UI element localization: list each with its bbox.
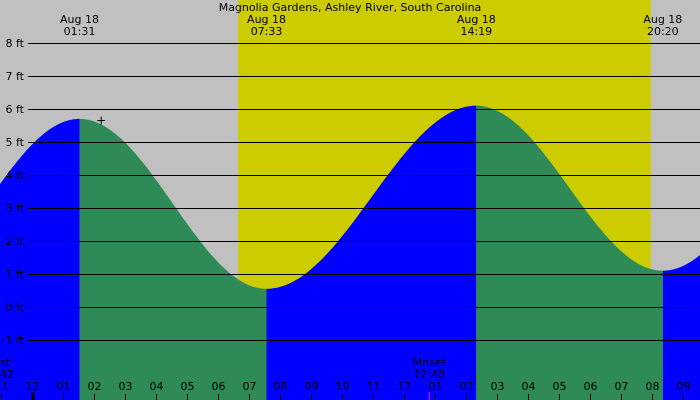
moonset-time: 12:48: [413, 368, 445, 381]
y-tick-label: 5 ft: [6, 136, 25, 149]
x-axis-labels: 11 12 01 02 03 04 05 06 07 08 09 10 11 12 01 02 03 04 05 06…: [0, 380, 691, 400]
moonset-label: Mnset: [413, 356, 447, 369]
x-tick-label: 06: [584, 380, 598, 393]
x-tick-label: 04: [522, 380, 536, 393]
extreme-time-label: 01:31: [64, 25, 96, 38]
midnight-marker: [31, 392, 35, 400]
x-tick-label: 10: [336, 380, 350, 393]
x-tick-label: 08: [646, 380, 660, 393]
falling-tide-segment: [79, 118, 267, 400]
x-tick-label: 07: [615, 380, 629, 393]
y-tick-label: 7 ft: [6, 70, 25, 83]
x-tick-label: 04: [150, 380, 164, 393]
x-tick-label: 11: [367, 380, 381, 393]
rising-tide-segment: [0, 118, 80, 400]
x-tick-label: 05: [553, 380, 567, 393]
gridlines: [28, 43, 700, 341]
y-tick-label: 0 ft: [6, 301, 25, 314]
tide-area: [0, 105, 700, 400]
y-axis-labels: -1 ft 0 ft 1 ft 2 ft 3 ft 4 ft 5 ft 6 ft 7 ft 8 f…: [2, 37, 25, 347]
x-tick-label: 11: [0, 380, 9, 393]
x-tick-label: 02: [460, 380, 474, 393]
x-tick-label: 01: [429, 380, 443, 393]
y-tick-label: 8 ft: [6, 37, 25, 50]
x-tick-label: 09: [677, 380, 691, 393]
extreme-time-label: 20:20: [647, 25, 679, 38]
x-tick-label: 09: [305, 380, 319, 393]
extreme-date-label: Aug 18: [457, 13, 496, 26]
x-tick-label: 12: [398, 380, 412, 393]
y-tick-label: 6 ft: [6, 103, 25, 116]
falling-tide-segment: [476, 105, 663, 400]
rising-tide-segment: [266, 105, 477, 400]
x-tick-label: 06: [212, 380, 226, 393]
sun-event-time: 42: [0, 368, 14, 381]
chart-title: Magnolia Gardens, Ashley River, South Ca…: [219, 1, 482, 14]
x-tick-label: 02: [88, 380, 102, 393]
x-tick-label: 01: [57, 380, 71, 393]
x-tick-label: 12: [26, 380, 40, 393]
y-tick-label: -1 ft: [2, 334, 25, 347]
y-tick-label: 1 ft: [6, 268, 25, 281]
y-tick-label: 2 ft: [6, 235, 25, 248]
y-tick-label: 3 ft: [6, 202, 25, 215]
y-tick-label: 4 ft: [6, 169, 25, 182]
extreme-date-label: Aug 18: [247, 13, 286, 26]
x-tick-label: 08: [274, 380, 288, 393]
extreme-date-label: Aug 18: [643, 13, 682, 26]
rising-tide-segment: [662, 255, 700, 400]
x-tick-label: 03: [119, 380, 133, 393]
x-tick-label: 03: [491, 380, 505, 393]
extreme-time-label: 07:33: [251, 25, 283, 38]
extreme-time-label: 14:19: [460, 25, 492, 38]
extreme-date-label: Aug 18: [60, 13, 99, 26]
sun-event-label: st: [0, 356, 11, 369]
x-tick-label: 07: [243, 380, 257, 393]
x-tick-label: 05: [181, 380, 195, 393]
